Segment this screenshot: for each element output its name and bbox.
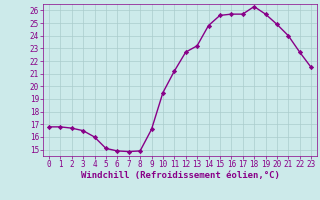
X-axis label: Windchill (Refroidissement éolien,°C): Windchill (Refroidissement éolien,°C) (81, 171, 279, 180)
